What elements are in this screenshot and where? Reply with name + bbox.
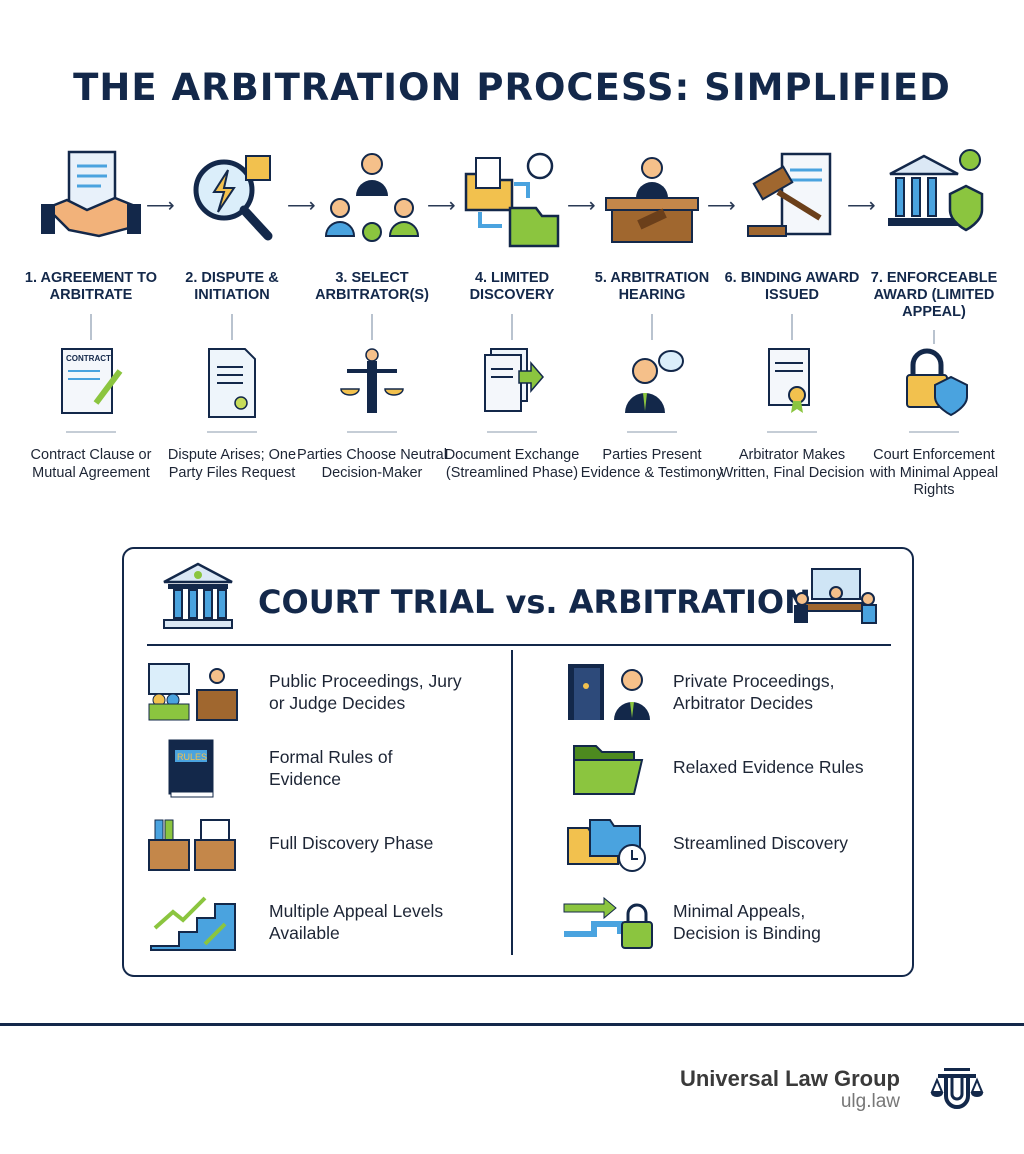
- connector-line: [231, 314, 233, 340]
- speaker-person-icon: [625, 350, 684, 413]
- magnifier-lightning-icon: [193, 155, 273, 241]
- step-label: 7. ENFORCEABLE AWARD (LIMITED APPEAL): [870, 270, 998, 320]
- separator: [66, 431, 116, 433]
- step-description: Dispute Arises; One Party Files Request: [167, 447, 297, 481]
- arrow-right-icon: ⟶: [847, 195, 876, 217]
- documents-exchange-icon: [484, 348, 544, 412]
- step-label: 4. LIMITED DISCOVERY: [469, 270, 555, 303]
- step-description: Contract Clause or Mutual Agreement: [30, 447, 152, 481]
- separator: [207, 431, 257, 433]
- people-select-icon: [324, 153, 420, 242]
- ulg-logo-icon: [930, 1068, 984, 1109]
- hearing-podium-icon: [605, 157, 699, 243]
- step-description: Document Exchange (Streamlined Phase): [444, 447, 580, 481]
- arbitration-table-icon: [794, 568, 877, 624]
- step-description: Arbitrator Makes Written, Final Decision: [719, 447, 865, 481]
- step-label: 6. BINDING AWARD ISSUED: [724, 270, 860, 303]
- courthouse-icon: [163, 562, 233, 629]
- rules-book-icon: RULES: [168, 739, 214, 798]
- step-label: 5. ARBITRATION HEARING: [594, 270, 710, 303]
- svg-text:RULES: RULES: [177, 752, 207, 762]
- open-folder-icon: [573, 745, 644, 795]
- arbitration-feature: Private Proceedings, Arbitrator Decides: [673, 671, 835, 713]
- arrow-right-icon: ⟶: [567, 195, 596, 217]
- step-description: Parties Present Evidence & Testimony: [580, 447, 724, 481]
- arrow-right-icon: ⟶: [427, 195, 456, 217]
- connector-line: [511, 314, 513, 340]
- connector-line: [933, 330, 935, 344]
- arrow-right-icon: ⟶: [707, 195, 736, 217]
- step-label: 3. SELECT ARBITRATOR(S): [315, 270, 429, 303]
- step-label: 2. DISPUTE & INITIATION: [185, 270, 279, 303]
- separator: [347, 431, 397, 433]
- connector-line: [90, 314, 92, 340]
- stairs-arrows-icon: [150, 896, 236, 951]
- arbitration-feature: Minimal Appeals, Decision is Binding: [673, 901, 821, 943]
- folders-clock-icon: [567, 819, 646, 872]
- document-icon: [208, 348, 256, 418]
- separator: [767, 431, 817, 433]
- court-feature: Multiple Appeal Levels Available: [269, 901, 444, 943]
- column-divider: [511, 650, 513, 955]
- comparison-panel: [122, 547, 914, 977]
- arrow-right-icon: ⟶: [287, 195, 316, 217]
- certificate-scroll-icon: [768, 348, 810, 413]
- arbitration-feature: Relaxed Evidence Rules: [673, 757, 864, 777]
- step-description: Court Enforcement with Minimal Appeal Ri…: [869, 447, 999, 498]
- comparison-divider: [147, 644, 891, 646]
- lock-shield-icon: [906, 348, 968, 417]
- svg-text:CONTRACT: CONTRACT: [66, 354, 111, 363]
- contract-icon: CONTRACT: [61, 348, 123, 414]
- arrows-lock-icon: [563, 896, 653, 949]
- comparison-title: COURT TRIAL vs. ARBITRATION: [258, 583, 811, 621]
- scales-person-icon: [340, 348, 404, 413]
- step-description: Parties Choose Neutral Decision-Maker: [297, 447, 447, 481]
- handshake-contract-icon: [41, 150, 141, 238]
- separator: [909, 431, 959, 433]
- connector-line: [651, 314, 653, 340]
- page-title: THE ARBITRATION PROCESS: SIMPLIFIED: [73, 66, 951, 109]
- court-feature: Public Proceedings, Jury or Judge Decide…: [269, 671, 462, 713]
- brand-url[interactable]: ulg.law: [840, 1091, 900, 1112]
- connector-line: [371, 314, 373, 340]
- separator: [487, 431, 537, 433]
- file-boxes-icon: [148, 819, 236, 871]
- folders-clock-icon: [464, 152, 560, 248]
- court-feature: Full Discovery Phase: [269, 833, 434, 853]
- step-label: 1. AGREEMENT TO ARBITRATE: [24, 270, 158, 303]
- connector-line: [791, 314, 793, 340]
- separator: [627, 431, 677, 433]
- courthouse-shield-icon: [888, 149, 984, 232]
- courtroom-jury-icon: [148, 663, 238, 721]
- gavel-scroll-icon: [747, 152, 832, 237]
- arrow-right-icon: ⟶: [146, 195, 175, 217]
- private-door-icon: [568, 664, 650, 720]
- court-feature: Formal Rules of Evidence: [269, 747, 393, 789]
- footer-divider: [0, 1023, 1024, 1026]
- arbitration-feature: Streamlined Discovery: [673, 833, 849, 853]
- brand-name: Universal Law Group: [679, 1066, 900, 1091]
